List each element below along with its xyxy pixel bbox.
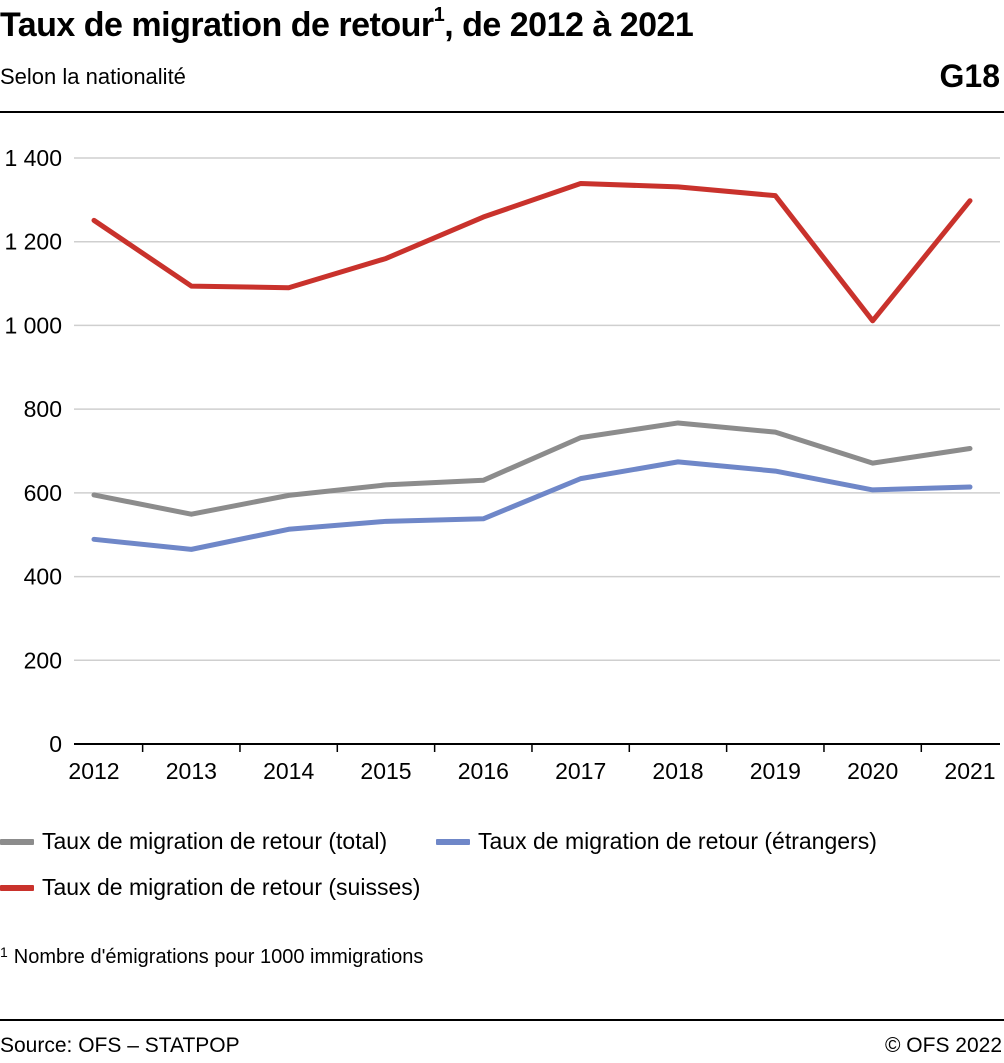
legend-label-suisses: Taux de migration de retour (suisses)	[42, 874, 421, 900]
legend-item-total: Taux de migration de retour (total)	[0, 828, 387, 855]
y-tick-label: 800	[24, 396, 62, 422]
legend-item-suisses: Taux de migration de retour (suisses)	[0, 874, 420, 901]
x-tick-label: 2020	[847, 758, 898, 784]
series-line-2	[91, 181, 973, 324]
chart-code: G18	[939, 58, 1000, 94]
chart-title-text: Taux de migration de retour	[0, 6, 434, 44]
x-tick-label: 2018	[652, 758, 703, 784]
x-tick-label: 2021	[944, 758, 995, 784]
x-tick-label: 2019	[750, 758, 801, 784]
legend-swatch-etrangers	[436, 838, 470, 845]
y-tick-label: 600	[24, 480, 62, 506]
y-tick-label: 1 400	[4, 145, 62, 171]
x-tick-label: 2013	[166, 758, 217, 784]
title-footnote-marker: 1	[433, 4, 445, 26]
x-tick-label: 2015	[360, 758, 411, 784]
legend-label-etrangers: Taux de migration de retour (étrangers)	[478, 828, 877, 854]
footnote: 1 Nombre d'émigrations pour 1000 immigrat…	[0, 944, 424, 969]
y-tick-label: 1 000	[4, 312, 62, 338]
footnote-marker: 1	[0, 944, 8, 960]
source-text: Source: OFS – STATPOP	[0, 1034, 240, 1057]
legend-swatch-suisses	[0, 884, 34, 891]
y-tick-label: 400	[24, 564, 62, 590]
y-tick-label: 200	[24, 647, 62, 673]
series-line-1	[91, 459, 973, 552]
y-tick-label: 0	[49, 731, 62, 757]
chart-title-suffix: , de 2012 à 2021	[444, 6, 694, 44]
x-tick-label: 2014	[263, 758, 314, 784]
chart-title: Taux de migration de retour1, de 2012 à …	[0, 4, 694, 45]
footnote-text: Nombre d'émigrations pour 1000 immigrati…	[13, 946, 424, 968]
copyright-text: © OFS 2022	[884, 1034, 1002, 1057]
x-tick-label: 2017	[555, 758, 606, 784]
line-chart: 0 200 400 600 800 1 000 1 200 1 400 2012 2013 2014…	[4, 145, 1000, 784]
top-divider	[0, 111, 1004, 113]
x-tick-label: 2016	[458, 758, 509, 784]
chart-subtitle: Selon la nationalité	[0, 64, 186, 89]
legend-item-etrangers: Taux de migration de retour (étrangers)	[436, 828, 877, 855]
x-tick-label: 2012	[68, 758, 119, 784]
y-tick-label: 1 200	[4, 229, 62, 255]
legend-label-total: Taux de migration de retour (total)	[42, 828, 388, 854]
legend-swatch-total	[0, 838, 34, 845]
series-line-0	[91, 420, 973, 517]
bottom-divider	[0, 1019, 1004, 1021]
